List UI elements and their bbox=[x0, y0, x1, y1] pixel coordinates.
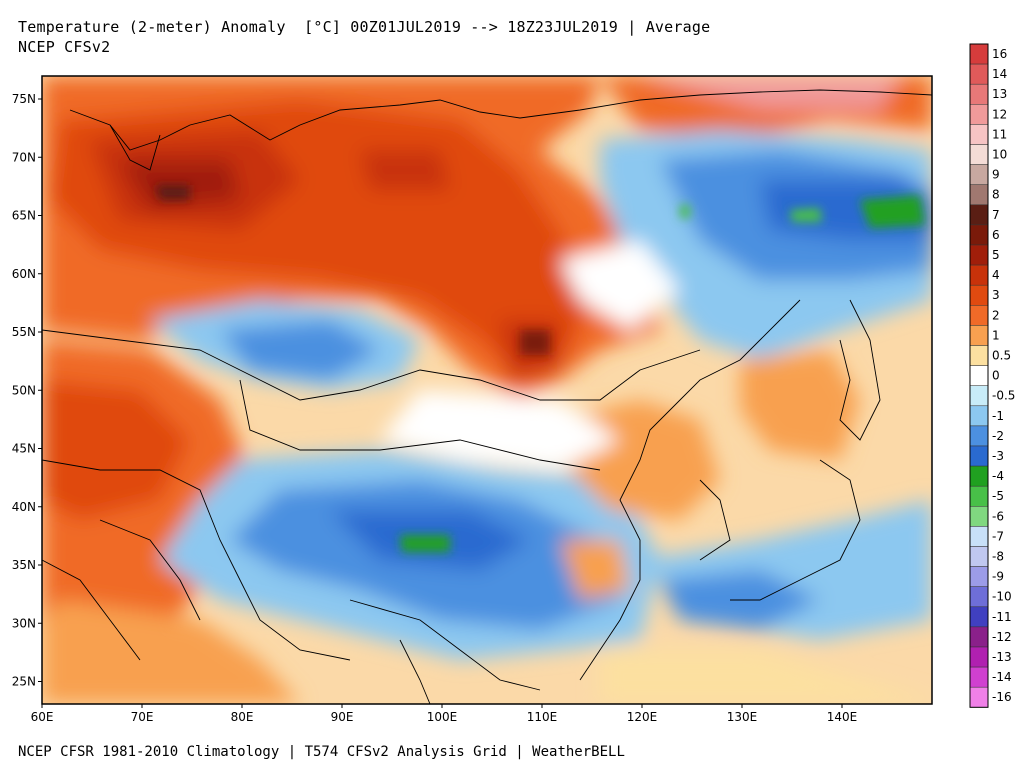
colorbar-swatch bbox=[969, 325, 989, 346]
colorbar-swatch bbox=[969, 546, 989, 567]
colorbar-label: 14 bbox=[992, 67, 1007, 81]
model-subtitle: NCEP CFSv2 bbox=[18, 38, 111, 56]
colorbar-swatch bbox=[969, 646, 989, 668]
colorbar-label: -14 bbox=[992, 670, 1012, 684]
map-title: Temperature (2-meter) Anomaly [°C] 00Z01… bbox=[18, 18, 711, 36]
colorbar-swatch bbox=[969, 365, 989, 386]
colorbar-swatch bbox=[969, 465, 989, 487]
colorbar-swatch bbox=[969, 184, 989, 206]
colorbar-label: 2 bbox=[992, 308, 1000, 322]
footer-credits: NCEP CFSR 1981-2010 Climatology | T574 C… bbox=[18, 744, 625, 760]
lat-label: 50N bbox=[12, 383, 36, 397]
colorbar-label: 8 bbox=[992, 188, 1000, 202]
lat-label: 45N bbox=[12, 442, 36, 456]
lat-label: 35N bbox=[12, 558, 36, 572]
lon-label: 90E bbox=[331, 710, 354, 724]
lon-label: 140E bbox=[827, 710, 858, 724]
colorbar-swatch bbox=[969, 385, 989, 407]
colorbar-label: -8 bbox=[992, 550, 1004, 564]
longitude-labels: 60E 70E 80E 90E 100E 110E 120E 130E 140E bbox=[31, 704, 858, 724]
colorbar-label: 4 bbox=[992, 268, 1000, 282]
lat-label: 65N bbox=[12, 209, 36, 223]
coastlines bbox=[42, 89, 932, 704]
colorbar-label: 0.5 bbox=[992, 349, 1011, 363]
latitude-labels: 75N 70N 65N 60N 55N 50N 45N 40N 35N 30N 25N bbox=[12, 92, 42, 689]
colorbar-swatch bbox=[969, 405, 989, 427]
colorbar-swatch bbox=[969, 506, 989, 527]
colorbar-label: -11 bbox=[992, 610, 1012, 624]
colorbar-frame bbox=[969, 43, 989, 708]
lat-label: 60N bbox=[12, 267, 36, 281]
colorbar-label: -16 bbox=[992, 690, 1012, 704]
colorbar-label: -5 bbox=[992, 489, 1004, 503]
lat-label: 75N bbox=[12, 92, 36, 106]
colorbar: 16 14 13 12 11 10 9 8 7 6 5 4 3 2 1 0.5 0 -0.5 -1 -2 -3 -4 -5 -… bbox=[969, 43, 1015, 708]
colorbar-swatch bbox=[969, 666, 989, 688]
lon-label: 80E bbox=[231, 710, 254, 724]
colorbar-swatch bbox=[969, 204, 989, 226]
lon-label: 130E bbox=[727, 710, 758, 724]
colorbar-label: -12 bbox=[992, 630, 1012, 644]
colorbar-label: 0 bbox=[992, 369, 1000, 383]
colorbar-label: 6 bbox=[992, 228, 1000, 242]
colorbar-swatch bbox=[969, 124, 989, 145]
colorbar-swatch bbox=[969, 224, 989, 246]
colorbar-swatch bbox=[969, 244, 989, 266]
colorbar-label: -2 bbox=[992, 429, 1004, 443]
colorbar-label: 1 bbox=[992, 328, 1000, 342]
colorbar-label: 16 bbox=[992, 47, 1007, 61]
colorbar-swatch bbox=[969, 104, 989, 125]
colorbar-swatch bbox=[969, 264, 989, 286]
colorbar-swatch bbox=[969, 686, 989, 708]
colorbar-label: 12 bbox=[992, 107, 1007, 121]
colorbar-swatch bbox=[969, 485, 989, 507]
colorbar-label: -1 bbox=[992, 409, 1004, 423]
colorbar-label: -3 bbox=[992, 449, 1004, 463]
colorbar-label: 10 bbox=[992, 148, 1007, 162]
colorbar-label: -7 bbox=[992, 529, 1004, 543]
lon-label: 60E bbox=[31, 710, 54, 724]
colorbar-swatch bbox=[969, 284, 989, 306]
colorbar-swatch bbox=[969, 445, 989, 467]
lat-label: 30N bbox=[12, 616, 36, 630]
colorbar-swatch bbox=[969, 63, 989, 85]
lat-label: 40N bbox=[12, 500, 36, 514]
colorbar-swatch bbox=[969, 345, 989, 366]
colorbar-label: 13 bbox=[992, 87, 1007, 101]
colorbar-swatch bbox=[969, 83, 989, 105]
lon-label: 120E bbox=[627, 710, 658, 724]
colorbar-label: 5 bbox=[992, 248, 1000, 262]
lat-label: 55N bbox=[12, 325, 36, 339]
colorbar-label: -13 bbox=[992, 650, 1012, 664]
colorbar-label: -10 bbox=[992, 590, 1012, 604]
colorbar-swatch bbox=[969, 606, 989, 628]
colorbar-label: 7 bbox=[992, 208, 1000, 222]
colorbar-swatch bbox=[969, 566, 989, 587]
lat-label: 70N bbox=[12, 150, 36, 164]
colorbar-label: 3 bbox=[992, 288, 1000, 302]
colorbar-swatch bbox=[969, 586, 989, 608]
colorbar-swatch bbox=[969, 164, 989, 185]
colorbar-swatch bbox=[969, 425, 989, 447]
lat-label: 25N bbox=[12, 675, 36, 689]
colorbar-swatch bbox=[969, 144, 989, 165]
colorbar-label: -0.5 bbox=[992, 389, 1015, 403]
lon-label: 100E bbox=[427, 710, 458, 724]
colorbar-swatch bbox=[969, 305, 989, 326]
colorbar-swatch bbox=[969, 43, 989, 65]
colorbar-swatch bbox=[969, 526, 989, 547]
colorbar-label: -9 bbox=[992, 570, 1004, 584]
lon-label: 70E bbox=[131, 710, 154, 724]
lon-label: 110E bbox=[527, 710, 558, 724]
colorbar-label: 11 bbox=[992, 127, 1007, 141]
colorbar-label: 9 bbox=[992, 168, 1000, 182]
colorbar-label: -6 bbox=[992, 509, 1004, 523]
anomaly-field bbox=[42, 76, 932, 704]
colorbar-swatch bbox=[969, 626, 989, 648]
colorbar-label: -4 bbox=[992, 469, 1004, 483]
